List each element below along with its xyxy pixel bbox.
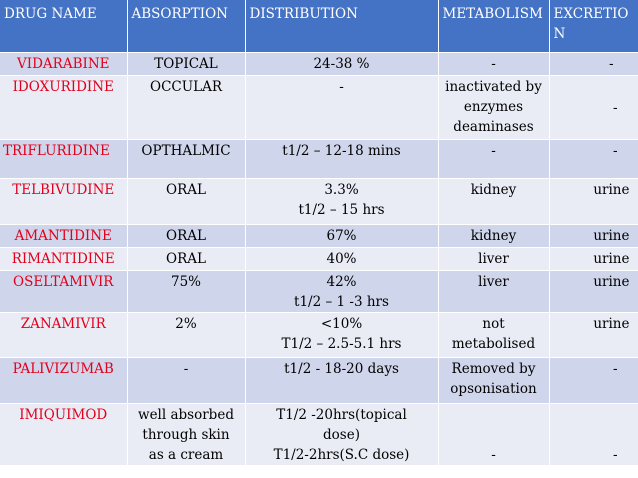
excretion-cell: - [549, 52, 638, 76]
drug-name: TRIFLURIDINE [0, 139, 128, 179]
absorption-cell: TOPICAL [127, 52, 246, 76]
drug-name: VIDARABINE [0, 52, 128, 76]
distribution-cell: 42% t1/2 – 1 -3 hrs [245, 270, 439, 313]
drug-name: AMANTIDINE [0, 224, 128, 248]
excretion-cell: urine [549, 270, 638, 313]
header-row: DRUG NAME ABSORPTION DISTRIBUTION METABO… [0, 0, 638, 53]
table-row: ZANAMIVIR 2% <10% T1/2 – 2.5-5.1 hrs not… [0, 312, 638, 358]
table-row: OSELTAMIVIR 75% 42% t1/2 – 1 -3 hrs live… [0, 270, 638, 313]
absorption-cell: 2% [127, 312, 246, 358]
excretion-cell: urine [549, 224, 638, 248]
table-row: IMIQUIMOD well absorbed through skin as … [0, 403, 638, 465]
distribution-cell: <10% T1/2 – 2.5-5.1 hrs [245, 312, 439, 358]
pharmacokinetics-table: DRUG NAME ABSORPTION DISTRIBUTION METABO… [0, 0, 638, 465]
table-row: IDOXURIDINE OCCULAR - inactivated by enz… [0, 75, 638, 140]
table-row: TELBIVUDINE ORAL 3.3% t1/2 – 15 hrs kidn… [0, 178, 638, 225]
distribution-cell: t1/2 – 12-18 mins [245, 139, 439, 179]
excretion-cell: - [549, 403, 638, 465]
drug-name: IMIQUIMOD [0, 403, 128, 465]
distribution-cell: - [245, 75, 439, 140]
metabolism-cell: inactivated by enzymes deaminases [438, 75, 550, 140]
excretion-cell: urine [549, 312, 638, 358]
metabolism-cell: - [438, 403, 550, 465]
header-metabolism: METABOLISM [438, 0, 550, 53]
distribution-cell: 67% [245, 224, 439, 248]
table-row: PALIVIZUMAB - t1/2 - 18-20 days Removed … [0, 357, 638, 404]
drug-name: RIMANTIDINE [0, 247, 128, 271]
absorption-cell: 75% [127, 270, 246, 313]
metabolism-cell: kidney [438, 178, 550, 225]
drug-name: IDOXURIDINE [0, 75, 128, 140]
absorption-cell: ORAL [127, 178, 246, 225]
metabolism-cell: liver [438, 270, 550, 313]
drug-name: TELBIVUDINE [0, 178, 128, 225]
table-row: TRIFLURIDINE OPTHALMIC t1/2 – 12-18 mins… [0, 139, 638, 179]
metabolism-cell: kidney [438, 224, 550, 248]
distribution-cell: 3.3% t1/2 – 15 hrs [245, 178, 439, 225]
drug-name: PALIVIZUMAB [0, 357, 128, 404]
metabolism-cell: - [438, 52, 550, 76]
header-absorption: ABSORPTION [127, 0, 246, 53]
absorption-cell: well absorbed through skin as a cream [127, 403, 246, 465]
excretion-cell: urine [549, 178, 638, 225]
header-distribution: DISTRIBUTION [245, 0, 439, 53]
metabolism-cell: not metabolised [438, 312, 550, 358]
absorption-cell: OPTHALMIC [127, 139, 246, 179]
metabolism-cell: liver [438, 247, 550, 271]
drug-name: OSELTAMIVIR [0, 270, 128, 313]
absorption-cell: ORAL [127, 247, 246, 271]
excretion-cell: - [549, 139, 638, 179]
distribution-cell: T1/2 -20hrs(topical dose) T1/2-2hrs(S.C … [245, 403, 439, 465]
table-row: RIMANTIDINE ORAL 40% liver urine [0, 247, 638, 271]
absorption-cell: OCCULAR [127, 75, 246, 140]
distribution-cell: 40% [245, 247, 439, 271]
table-row: VIDARABINE TOPICAL 24-38 % - - [0, 52, 638, 76]
excretion-cell: - [549, 357, 638, 404]
table-row: AMANTIDINE ORAL 67% kidney urine [0, 224, 638, 248]
distribution-cell: 24-38 % [245, 52, 439, 76]
metabolism-cell: - [438, 139, 550, 179]
drug-name: ZANAMIVIR [0, 312, 128, 358]
distribution-cell: t1/2 - 18-20 days [245, 357, 439, 404]
absorption-cell: - [127, 357, 246, 404]
header-excretion: EXCRETIO N [549, 0, 638, 53]
excretion-cell: urine [549, 247, 638, 271]
excretion-cell: - [549, 75, 638, 140]
absorption-cell: ORAL [127, 224, 246, 248]
header-drug-name: DRUG NAME [0, 0, 128, 53]
metabolism-cell: Removed by opsonisation [438, 357, 550, 404]
